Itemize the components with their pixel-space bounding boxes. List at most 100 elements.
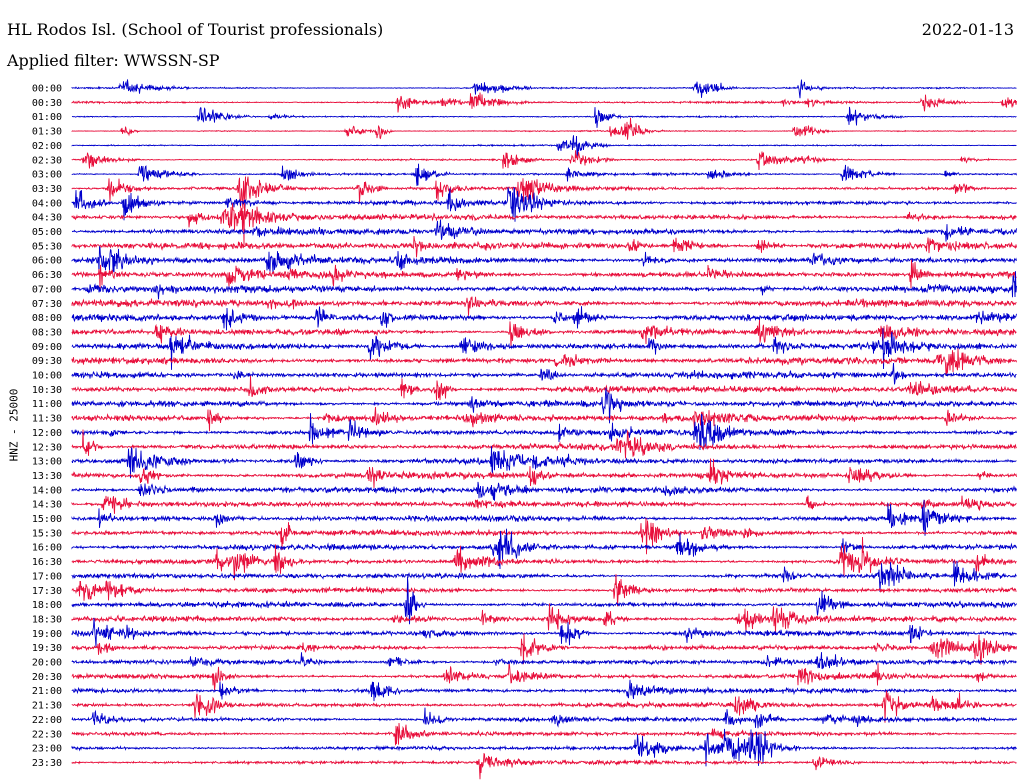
time-tick-label: 09:30 (32, 356, 62, 367)
trace-line (71, 458, 1017, 489)
record-date: 2022-01-13 (921, 20, 1014, 39)
trace-line (71, 375, 1017, 401)
time-tick-label: 12:30 (32, 442, 62, 453)
trace-line (71, 306, 1017, 331)
time-tick-label: 23:00 (32, 744, 62, 755)
time-tick-label: 19:00 (32, 629, 62, 640)
trace-line (71, 348, 1017, 376)
time-tick-label: 21:00 (32, 686, 62, 697)
trace-line (71, 679, 1017, 702)
time-tick-label: 12:00 (32, 428, 62, 439)
time-tick-label: 01:00 (32, 112, 62, 123)
time-tick-label: 05:00 (32, 227, 62, 238)
trace-line (71, 495, 1017, 514)
time-tick-label: 17:30 (32, 586, 62, 597)
time-tick-label: 07:00 (32, 284, 62, 295)
trace-line (71, 499, 1017, 536)
trace-line (71, 722, 1017, 746)
time-tick-label: 20:30 (32, 672, 62, 683)
trace-line (71, 362, 1017, 385)
trace-line (71, 652, 1017, 670)
trace-line (71, 517, 1017, 555)
trace-line (71, 576, 1017, 625)
trace-line (71, 259, 1017, 289)
time-tick-label: 08:00 (32, 313, 62, 324)
trace-line (71, 235, 1017, 258)
trace-line (71, 406, 1017, 432)
trace-line (71, 536, 1017, 581)
time-tick-label: 20:00 (32, 658, 62, 669)
trace-line (71, 296, 1017, 316)
time-tick-label: 22:00 (32, 715, 62, 726)
time-tick-label: 10:00 (32, 371, 62, 382)
time-tick-label: 19:30 (32, 643, 62, 654)
trace-line (71, 163, 1017, 186)
trace-line (71, 690, 1017, 723)
trace-line (71, 79, 1017, 99)
trace-line (71, 413, 1017, 451)
trace-line (71, 429, 1017, 459)
trace-line (71, 728, 1017, 767)
time-tick-label: 10:30 (32, 385, 62, 396)
time-tick-label: 23:30 (32, 758, 62, 769)
time-tick-label: 16:30 (32, 557, 62, 568)
trace-line (71, 387, 1017, 424)
trace-line (71, 328, 1017, 370)
time-tick-label: 15:00 (32, 514, 62, 525)
time-tick-label: 13:00 (32, 457, 62, 468)
time-tick-label: 06:30 (32, 270, 62, 281)
time-tick-label: 04:00 (32, 198, 62, 209)
trace-line (71, 560, 1017, 593)
time-tick-label: 04:30 (32, 213, 62, 224)
trace-line (71, 481, 1017, 501)
time-tick-label: 02:00 (32, 141, 62, 152)
time-tick-label: 11:30 (32, 414, 62, 425)
time-tick-label: 08:30 (32, 327, 62, 338)
trace-line (71, 246, 1017, 275)
filter-label: Applied filter: WWSSN-SP (7, 51, 220, 70)
trace-line (71, 117, 1017, 140)
trace-line (71, 186, 1017, 222)
time-tick-label: 00:00 (32, 84, 62, 95)
trace-line (71, 603, 1017, 633)
trace-line (71, 528, 1017, 570)
trace-line (71, 574, 1017, 607)
time-tick-label: 07:30 (32, 299, 62, 310)
trace-line (71, 663, 1017, 691)
station-title: HL Rodos Isl. (School of Tourist profess… (7, 20, 384, 39)
time-tick-label: 18:30 (32, 614, 62, 625)
trace-line (71, 92, 1017, 113)
time-tick-label: 15:30 (32, 528, 62, 539)
trace-line (71, 633, 1017, 665)
time-tick-label: 22:30 (32, 729, 62, 740)
trace-line (71, 219, 1017, 242)
time-tick-label: 14:00 (32, 485, 62, 496)
time-tick-label: 01:30 (32, 127, 62, 138)
time-tick-label: 09:00 (32, 342, 62, 353)
trace-line (71, 203, 1017, 246)
time-tick-label: 05:30 (32, 241, 62, 252)
time-tick-label: 17:00 (32, 571, 62, 582)
trace-line (71, 176, 1017, 209)
trace-line (71, 446, 1017, 479)
trace-line (71, 271, 1017, 300)
time-tick-label: 18:00 (32, 600, 62, 611)
time-tick-label: 16:00 (32, 543, 62, 554)
trace-line (71, 617, 1017, 648)
trace-line (71, 707, 1017, 729)
trace-line (71, 752, 1017, 780)
time-tick-label: 11:00 (32, 399, 62, 410)
trace-line (71, 135, 1017, 157)
time-tick-label: 03:00 (32, 170, 62, 181)
trace-line (71, 150, 1017, 171)
time-tick-label: 14:30 (32, 500, 62, 511)
time-tick-label: 02:30 (32, 155, 62, 166)
time-tick-label: 06:00 (32, 256, 62, 267)
trace-line (71, 106, 1017, 128)
time-tick-label: 13:30 (32, 471, 62, 482)
time-tick-label: 00:30 (32, 98, 62, 109)
time-tick-label: 21:30 (32, 701, 62, 712)
trace-line (71, 319, 1017, 349)
time-tick-label: 03:30 (32, 184, 62, 195)
